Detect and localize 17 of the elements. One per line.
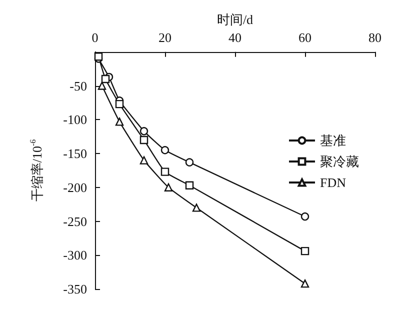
legend-label: FDN <box>320 175 347 190</box>
y-tick-label: -100 <box>63 112 87 128</box>
y-tick-label: -350 <box>63 282 87 296</box>
y-tick-label: -300 <box>63 248 87 263</box>
y-axis-title: 干缩率/10-6 <box>28 139 44 202</box>
x-axis-title: 时间/d <box>216 12 254 27</box>
x-tick-label: 20 <box>158 30 172 45</box>
y-tick-label: -50 <box>70 78 87 94</box>
x-tick-label: 40 <box>228 30 242 45</box>
x-tick-label: 80 <box>368 30 382 45</box>
y-tick-label: -200 <box>63 180 87 195</box>
x-tick-label: 60 <box>298 30 312 45</box>
x-tick-label: 0 <box>92 30 98 45</box>
legend-label: 聚冷藏 <box>320 154 359 169</box>
y-tick-label: -250 <box>63 214 87 229</box>
y-tick-label: -150 <box>63 146 87 162</box>
legend-label: 基准 <box>320 133 346 148</box>
